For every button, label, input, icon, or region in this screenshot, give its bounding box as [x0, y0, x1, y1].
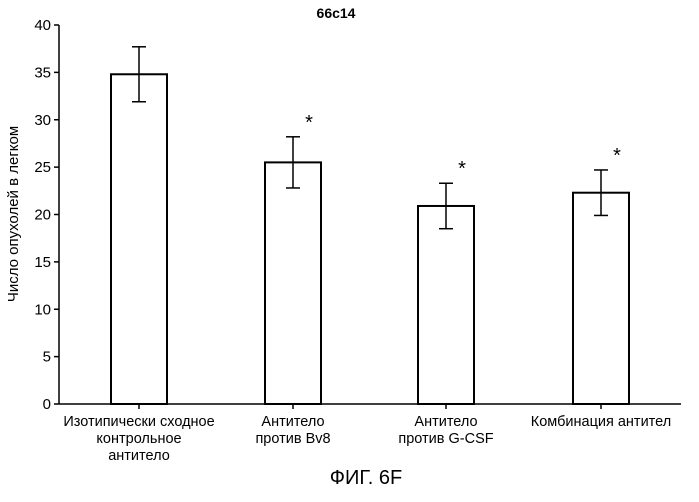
significance-mark: *: [458, 158, 466, 180]
y-tick-label: 5: [43, 349, 51, 366]
y-tick-label: 35: [34, 64, 51, 81]
x-tick-label: антитело: [108, 448, 170, 464]
bars-group: [111, 74, 629, 404]
x-tick-label: против Bv8: [255, 431, 330, 447]
x-tick-label: Комбинация антител: [531, 414, 671, 430]
y-tick-label: 10: [34, 301, 51, 318]
y-tick-label: 0: [43, 396, 51, 413]
significance-mark: *: [613, 145, 621, 167]
y-tick-label: 15: [34, 254, 51, 271]
significance-marks-group: * * *: [305, 112, 621, 180]
significance-mark: *: [305, 112, 313, 134]
figure-caption: ФИГ. 6F: [330, 467, 402, 489]
y-tick-label: 25: [34, 159, 51, 176]
y-tick-label: 30: [34, 112, 51, 129]
x-tick-label: контрольное: [96, 431, 181, 447]
y-axis-label: Число опухолей в легком: [5, 126, 22, 302]
y-tick-label: 40: [34, 17, 51, 34]
bar: [111, 74, 167, 404]
x-tick-labels-group: Изотипически сходноеконтрольноеантитело А…: [63, 414, 671, 464]
chart-title: 66c14: [317, 5, 356, 21]
x-tick-label: Антитело: [261, 414, 324, 430]
x-tick-label: Изотипически сходное: [63, 414, 214, 430]
bar: [573, 193, 629, 404]
y-tick-label: 20: [34, 207, 51, 224]
error-bars-group: [132, 47, 608, 229]
bar: [265, 162, 321, 404]
x-tick-label: Антитело: [414, 414, 477, 430]
x-tick-label: против G-CSF: [398, 431, 493, 447]
bar: [418, 206, 474, 404]
